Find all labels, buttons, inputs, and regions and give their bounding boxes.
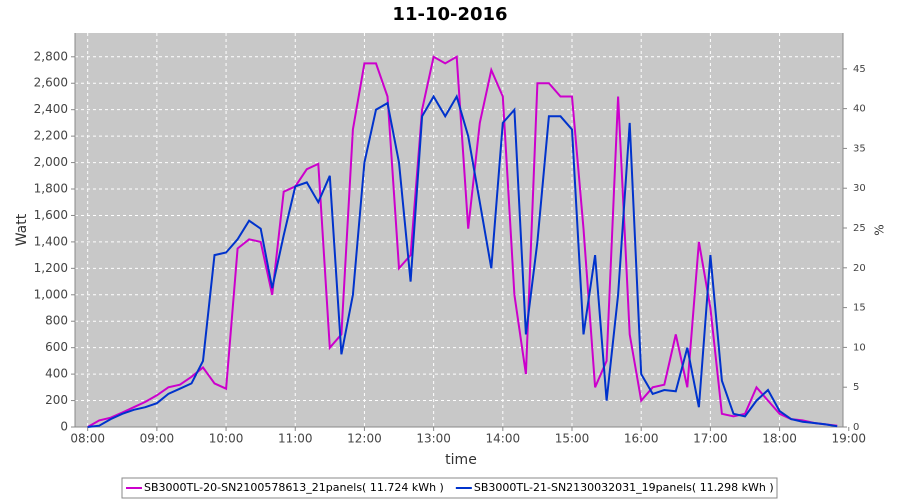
x-tick-label: 15:00 <box>555 432 590 446</box>
x-tick-label: 13:00 <box>416 432 451 446</box>
y2-tick-label: 15 <box>853 303 866 314</box>
y-tick-label: 400 <box>45 367 68 381</box>
y2-tick-label: 25 <box>853 223 866 234</box>
x-tick-label: 11:00 <box>278 432 313 446</box>
y-tick-label: 600 <box>45 340 68 354</box>
y-axis-label: Watt <box>14 213 30 246</box>
y2-tick-label: 35 <box>853 143 866 154</box>
x-tick-label: 08:00 <box>70 432 105 446</box>
y2-tick-label: 30 <box>853 183 866 194</box>
x-tick-label: 16:00 <box>624 432 659 446</box>
y-tick-label: 2,200 <box>34 129 68 143</box>
y-tick-label: 2,600 <box>34 76 68 90</box>
y2-tick-label: 10 <box>853 342 866 353</box>
legend <box>121 477 778 499</box>
y-tick-label: 1,400 <box>34 234 68 248</box>
y2-tick-label: 0 <box>853 422 859 433</box>
x-tick-label: 19:00 <box>831 432 866 446</box>
legend-label: SB3000TL-21-SN2130032031_19panels( 11.29… <box>474 481 774 494</box>
x-tick-label: 12:00 <box>347 432 382 446</box>
y2-tick-label: 45 <box>853 64 866 75</box>
x-tick-label: 18:00 <box>762 432 797 446</box>
x-tick-label: 17:00 <box>693 432 728 446</box>
y-tick-label: 1,600 <box>34 208 68 222</box>
y-tick-label: 1,200 <box>34 261 68 275</box>
y-tick-label: 0 <box>60 420 68 434</box>
series-line <box>87 93 838 428</box>
x-axis-label: time <box>445 452 477 468</box>
x-tick-label: 14:00 <box>486 432 521 446</box>
y-tick-label: 1,800 <box>34 182 68 196</box>
chart-title: 11-10-2016 <box>392 4 507 25</box>
x-tick-label: 10:00 <box>209 432 244 446</box>
y-tick-label: 2,800 <box>34 49 68 63</box>
y2-tick-label: 40 <box>853 104 866 115</box>
y-tick-label: 800 <box>45 314 68 328</box>
y-tick-label: 1,000 <box>34 287 68 301</box>
legend-label: SB3000TL-20-SN2100578613_21panels( 11.72… <box>144 481 444 494</box>
x-tick-label: 09:00 <box>140 432 175 446</box>
series-line <box>87 55 838 428</box>
y-tick-label: 2,000 <box>34 155 68 169</box>
y2-tick-label: 5 <box>853 382 859 393</box>
y2-tick-label: 20 <box>853 263 866 274</box>
y-tick-label: 2,400 <box>34 102 68 116</box>
y-tick-label: 200 <box>45 393 68 407</box>
y2-axis-label: % <box>873 224 887 235</box>
